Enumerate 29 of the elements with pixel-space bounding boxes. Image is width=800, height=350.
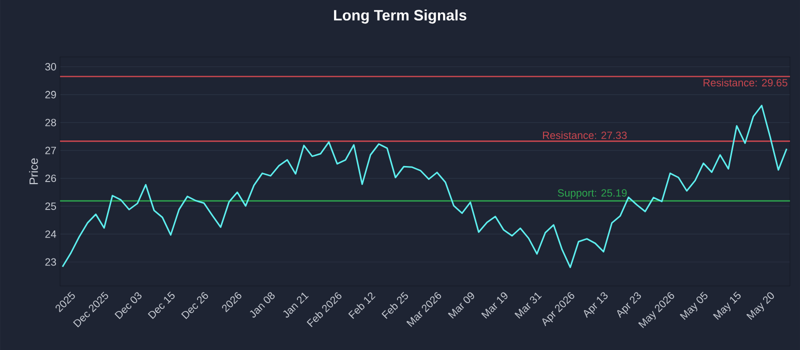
y-tick-label: 23 xyxy=(45,258,56,266)
ref-line-label: Resistance: 29.65 xyxy=(704,78,788,86)
ref-line-label: Resistance: 27.33 xyxy=(543,131,627,140)
x-tick-label: Mar 19 xyxy=(481,292,508,319)
ref-line-label: Support: 25.19 xyxy=(558,189,627,199)
y-axis-title: Price xyxy=(29,158,38,184)
y-tick-label: 24 xyxy=(45,230,56,238)
x-tick-label: Dec 15 xyxy=(148,292,175,320)
y-tick-label: 27 xyxy=(45,146,56,154)
x-tick-label: Apr 13 xyxy=(584,292,608,318)
x-tick-label: Feb 25 xyxy=(382,292,408,319)
x-tick-label: May 15 xyxy=(713,292,741,320)
x-tick-label: Dec 03 xyxy=(114,292,142,320)
y-tick-label: 26 xyxy=(45,174,56,182)
x-tick-label: Apr 23 xyxy=(617,292,641,318)
x-tick-label: May 20 xyxy=(746,292,774,320)
y-tick-label: 28 xyxy=(45,118,56,126)
x-tick-label: Jan 08 xyxy=(250,292,275,318)
chart-title: Long Term Signals xyxy=(334,10,466,24)
x-tick-label: Mar 09 xyxy=(448,292,474,319)
x-tick-label: Mar 31 xyxy=(514,292,542,319)
y-tick-label: 30 xyxy=(45,63,56,70)
x-tick-label: Dec 26 xyxy=(181,292,208,320)
y-tick-label: 25 xyxy=(45,202,56,210)
x-tick-label: Feb 12 xyxy=(348,292,376,319)
line-series xyxy=(62,104,788,268)
x-tick-label: May 05 xyxy=(680,292,708,320)
x-tick-label: Jan 21 xyxy=(283,292,309,318)
y-tick-label: 29 xyxy=(45,90,56,98)
